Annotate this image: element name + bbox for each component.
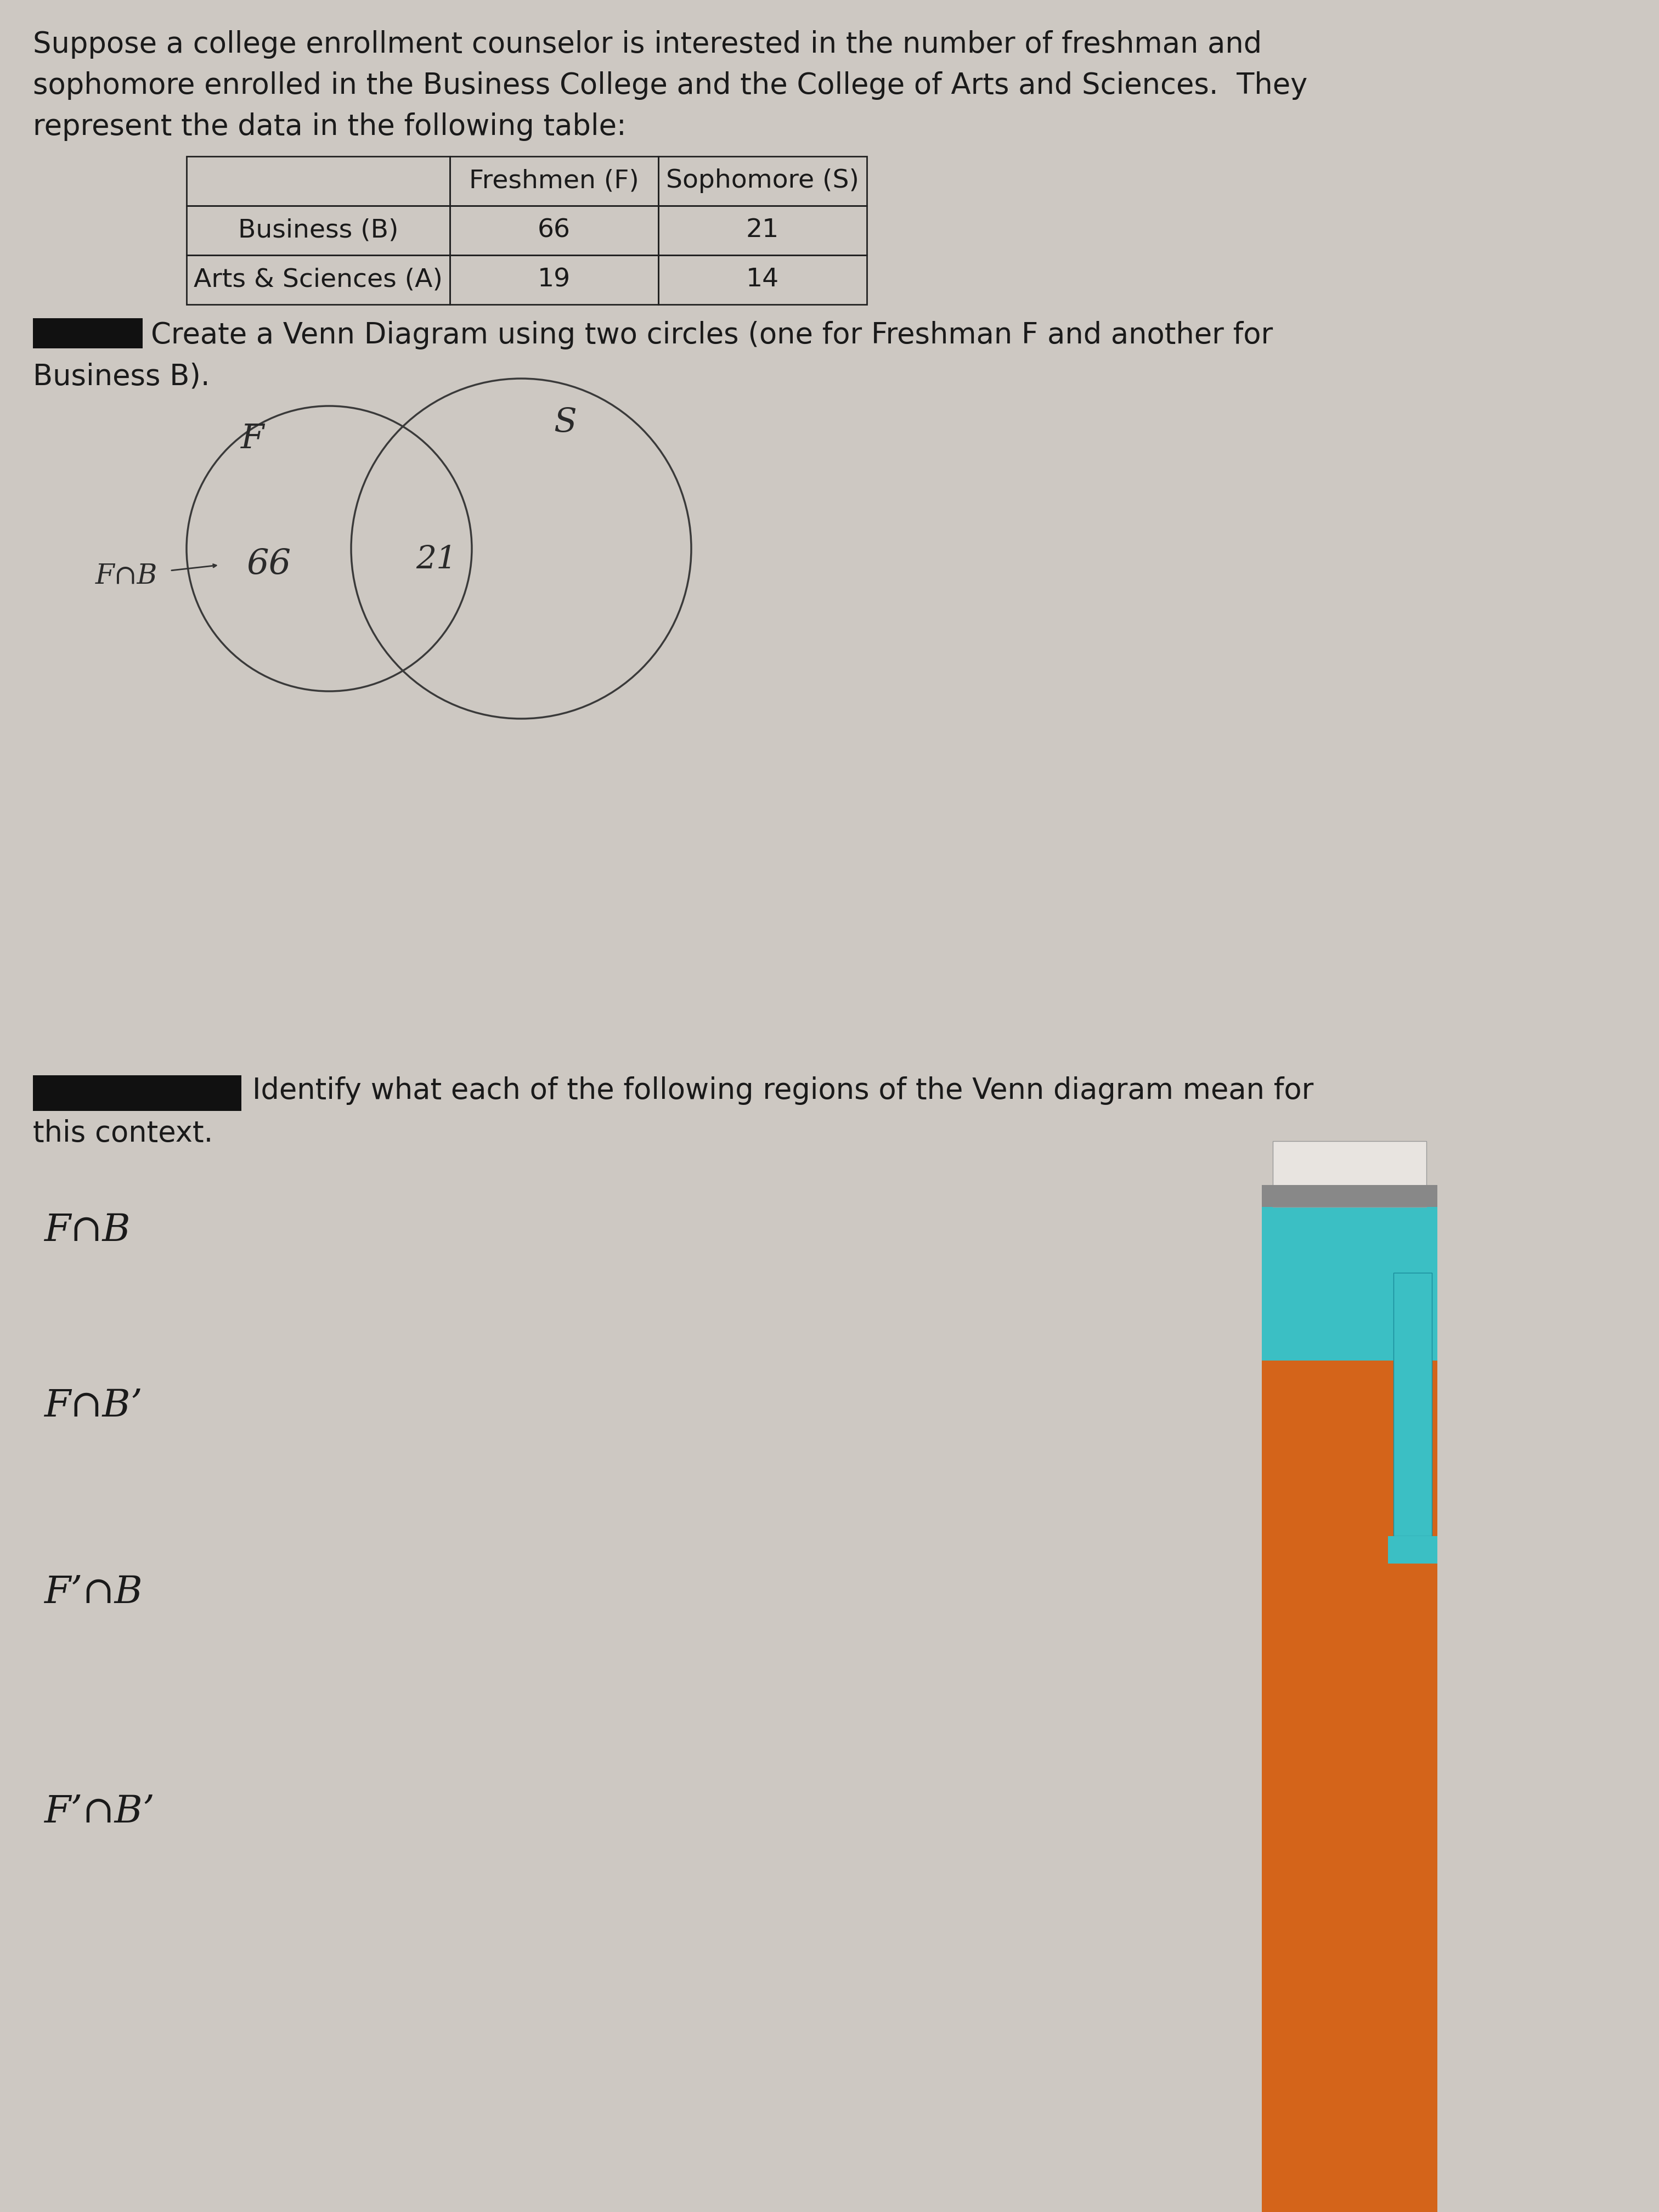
Text: F∩B’: F∩B’ xyxy=(43,1387,143,1425)
Bar xyxy=(659,157,866,206)
Text: Business (B): Business (B) xyxy=(237,219,398,243)
Text: Create a Venn Diagram using two circles (one for Freshman F and another for: Create a Venn Diagram using two circles … xyxy=(151,321,1272,349)
Bar xyxy=(1262,1186,1437,1208)
Bar xyxy=(186,254,450,305)
Text: F’∩B’: F’∩B’ xyxy=(43,1794,154,1832)
Text: Identify what each of the following regions of the Venn diagram mean for: Identify what each of the following regi… xyxy=(252,1077,1314,1106)
Text: Suppose a college enrollment counselor is interested in the number of freshman a: Suppose a college enrollment counselor i… xyxy=(33,31,1262,60)
Text: 21: 21 xyxy=(416,544,456,575)
Text: 14: 14 xyxy=(747,268,780,292)
Bar xyxy=(659,254,866,305)
Text: 66: 66 xyxy=(247,549,290,582)
Text: Freshmen (F): Freshmen (F) xyxy=(469,168,639,192)
Text: represent the data in the following table:: represent the data in the following tabl… xyxy=(33,113,627,142)
Bar xyxy=(450,157,659,206)
Text: S: S xyxy=(554,407,577,438)
Bar xyxy=(1389,1535,1437,1564)
Text: Business B).: Business B). xyxy=(33,363,211,392)
Bar xyxy=(186,206,450,254)
Text: F∩B: F∩B xyxy=(95,562,158,591)
Text: sophomore enrolled in the Business College and the College of Arts and Sciences.: sophomore enrolled in the Business Colle… xyxy=(33,71,1307,100)
Bar xyxy=(1262,1197,1437,1360)
Text: F∩B: F∩B xyxy=(43,1212,131,1250)
Bar xyxy=(1394,1272,1432,1535)
Bar xyxy=(450,206,659,254)
Bar xyxy=(33,1075,242,1110)
Bar xyxy=(1262,1261,1437,2212)
Bar xyxy=(33,319,143,347)
Bar xyxy=(450,254,659,305)
Text: F: F xyxy=(241,422,264,456)
Text: 21: 21 xyxy=(747,219,780,243)
Text: 19: 19 xyxy=(538,268,571,292)
Text: 66: 66 xyxy=(538,219,571,243)
Text: Arts & Sciences (A): Arts & Sciences (A) xyxy=(194,268,443,292)
Bar xyxy=(1272,1141,1427,1208)
Bar xyxy=(186,157,450,206)
Text: Sophomore (S): Sophomore (S) xyxy=(665,168,859,192)
Bar xyxy=(659,206,866,254)
Text: this context.: this context. xyxy=(33,1119,212,1148)
Text: F’∩B: F’∩B xyxy=(43,1575,143,1610)
